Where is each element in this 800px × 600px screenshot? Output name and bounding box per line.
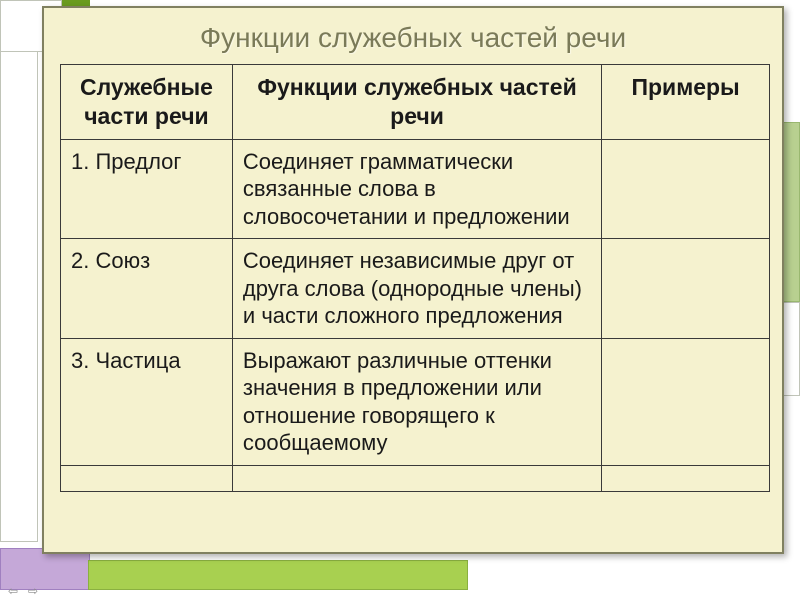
decor-left-white [0,52,38,542]
col-header-parts: Служебные части речи [61,65,233,140]
cell-example [602,139,770,239]
col-header-functions: Функции служебных частей речи [232,65,601,140]
table-row: 1. Предлог Соединяет грамматически связа… [61,139,770,239]
content-table: Служебные части речи Функции служебных ч… [60,64,770,492]
decor-bottom-green [88,560,468,590]
nav-arrows: ⇦ ⇨ [4,584,42,598]
table-header-row: Служебные части речи Функции служебных ч… [61,65,770,140]
prev-slide-icon[interactable]: ⇦ [4,584,22,598]
slide-frame: Функции служебных частей речи Служебные … [42,6,784,554]
cell-empty [602,465,770,491]
cell-name: 1. Предлог [61,139,233,239]
table-row: 3. Частица Выражают различные оттенки зн… [61,338,770,465]
col-header-examples: Примеры [602,65,770,140]
cell-func: Выражают различные оттенки значения в пр… [232,338,601,465]
cell-name: 2. Союз [61,239,233,339]
cell-empty [232,465,601,491]
cell-empty [61,465,233,491]
cell-name: 3. Частица [61,338,233,465]
slide-title: Функции служебных частей речи [44,8,782,64]
cell-example [602,239,770,339]
cell-example [602,338,770,465]
cell-func: Соединяет независимые друг от друга слов… [232,239,601,339]
cell-func: Соединяет грамматически связанные слова … [232,139,601,239]
table-row-empty [61,465,770,491]
table-row: 2. Союз Соединяет независимые друг от др… [61,239,770,339]
next-slide-icon[interactable]: ⇨ [24,584,42,598]
